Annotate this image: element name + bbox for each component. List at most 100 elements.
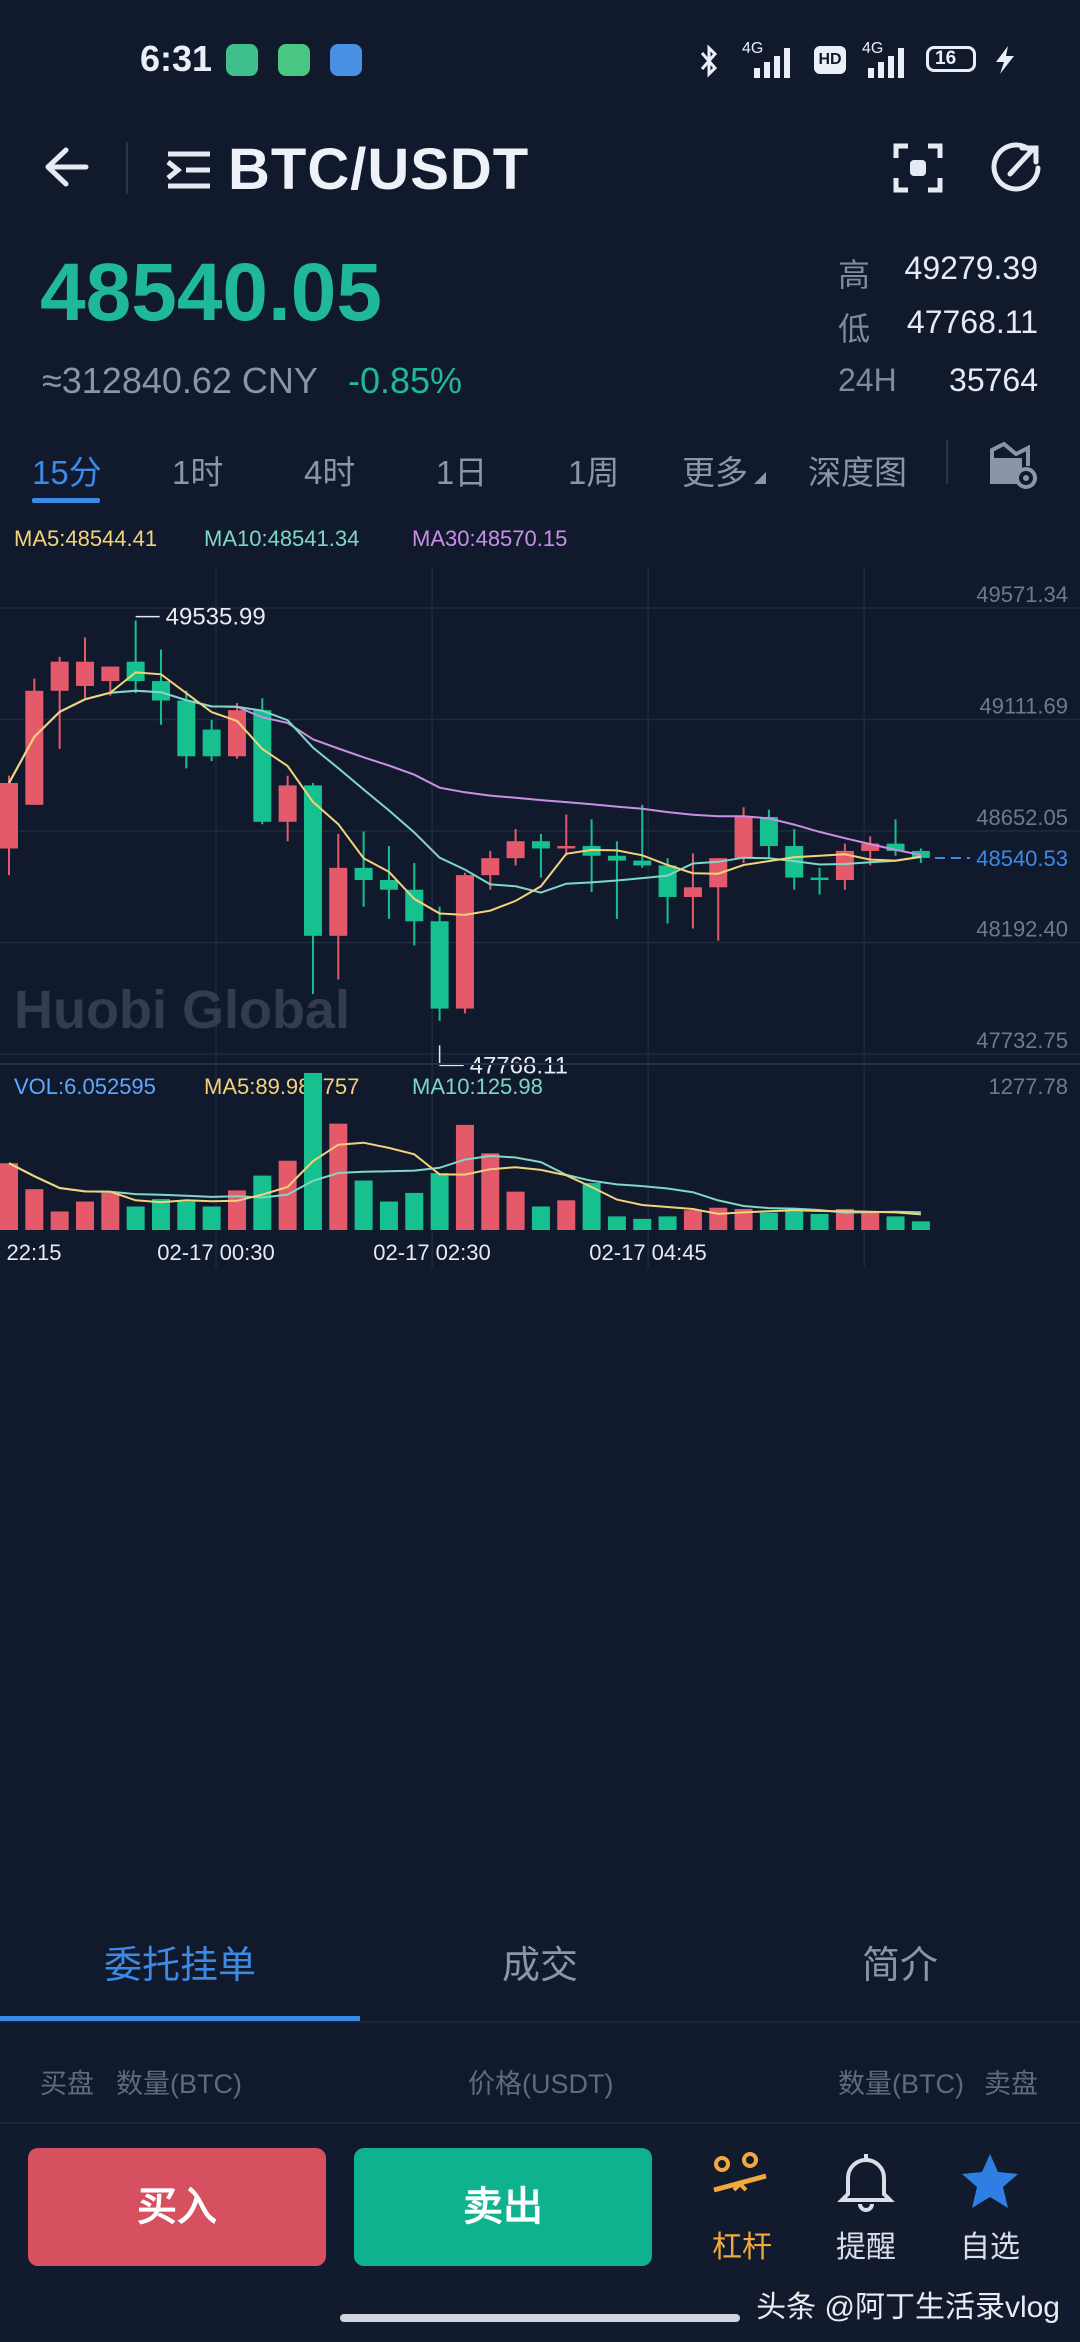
y-tick-label: 49571.34 — [976, 582, 1068, 607]
kline-chart[interactable]: 49571.34 49111.69 48652.05 48192.40 47732.75… — [0, 508, 1080, 1878]
volume-24h-value: 35764 — [949, 362, 1038, 398]
info-tabs — [0, 1900, 1080, 2022]
message-notification-icon — [278, 44, 310, 76]
candle-body — [227, 710, 246, 757]
share-icon[interactable] — [988, 140, 1044, 196]
x-tick-label: 02-17 00:30 — [157, 1240, 274, 1265]
tab-depth[interactable]: 深度图 — [808, 454, 907, 491]
volume-bar — [633, 1218, 652, 1230]
pair-menu-icon[interactable] — [166, 150, 212, 190]
y-tick-label: 49111.69 — [980, 694, 1069, 719]
battery-level: 16 — [935, 48, 957, 69]
volume-bar — [202, 1206, 221, 1230]
candle-body — [75, 661, 94, 686]
back-arrow-icon[interactable] — [38, 140, 92, 194]
ma10-legend: MA10:48541.34 — [204, 526, 359, 551]
alert-label[interactable]: 提醒 — [836, 2231, 896, 2264]
candle-body — [658, 865, 677, 897]
candle-body — [633, 860, 652, 866]
candle-body — [607, 855, 626, 861]
status-time: 6:31 — [140, 38, 213, 79]
candle-body — [405, 889, 424, 922]
high-value: 49279.39 — [904, 250, 1038, 286]
tab-active-underline — [32, 498, 100, 503]
net2-label: 4G — [862, 40, 884, 57]
tab-orders[interactable]: 委托挂单 — [103, 1945, 256, 1987]
leverage-icon[interactable] — [708, 2150, 772, 2214]
tab-trades[interactable]: 成交 — [501, 1945, 578, 1987]
leverage-label[interactable]: 杠杆 — [712, 2231, 772, 2264]
low-label: 低 — [838, 311, 871, 347]
volume-bar — [455, 1124, 474, 1230]
candle-body — [506, 841, 525, 859]
chart-settings-icon[interactable] — [988, 440, 1038, 490]
current-price-label: 48540.53 — [976, 846, 1068, 871]
ma5-line — [8, 671, 922, 916]
info-tab-underline — [0, 2016, 360, 2021]
x-tick-label: 02-17 04:45 — [589, 1240, 706, 1265]
tab-1d[interactable]: 1日 — [436, 454, 488, 491]
wechat-notification-icon — [226, 44, 258, 76]
tab-1w[interactable]: 1周 — [568, 454, 620, 491]
battery-icon: 16 — [926, 46, 976, 72]
candle-body — [759, 816, 778, 847]
favorite-label[interactable]: 自选 — [960, 2231, 1020, 2264]
bell-icon[interactable] — [834, 2150, 898, 2214]
ob-sell-side: 卖盘 — [984, 2069, 1038, 2099]
volume-bar — [354, 1180, 373, 1230]
tabs-divider — [946, 440, 948, 484]
volume-bar — [607, 1216, 626, 1230]
volume-bar — [253, 1175, 272, 1230]
candle-body — [430, 921, 449, 1009]
volume-bar — [506, 1191, 525, 1230]
info-tabs-divider — [0, 2021, 1080, 2023]
volume-bar — [658, 1216, 677, 1230]
candle-body — [202, 729, 221, 757]
candle-body — [683, 887, 702, 897]
candle-body — [481, 858, 500, 876]
volume-bar — [126, 1206, 145, 1230]
volume-bar — [151, 1199, 170, 1230]
candle-body — [531, 841, 550, 849]
volume-bar — [734, 1208, 753, 1230]
volume-bar — [785, 1211, 804, 1230]
volume-bar — [0, 1163, 18, 1230]
tab-more[interactable]: 更多 — [682, 446, 766, 494]
buy-button[interactable]: 买入 — [28, 2148, 326, 2266]
candle-body — [329, 867, 348, 936]
tab-15m[interactable]: 15分 — [32, 454, 102, 491]
tab-intro[interactable]: 简介 — [861, 1945, 938, 1987]
kline-svg[interactable]: 49571.34 49111.69 48652.05 48192.40 47732.75… — [0, 508, 1080, 1878]
y-tick-label: 47732.75 — [976, 1028, 1068, 1053]
candle-body — [861, 843, 880, 851]
candle-body — [151, 681, 170, 701]
cny-price: ≈312840.62 CNY — [42, 360, 318, 401]
volume-bar — [709, 1207, 728, 1230]
charging-icon — [996, 46, 1014, 74]
sell-button[interactable]: 卖出 — [354, 2148, 652, 2266]
volume-bar — [810, 1213, 829, 1230]
candle-body — [557, 846, 576, 849]
last-price: 48540.05 — [40, 247, 383, 338]
more-dropdown-icon — [754, 472, 766, 484]
candle-body — [886, 843, 905, 851]
y-tick-label: 48652.05 — [976, 805, 1068, 830]
pair-title[interactable]: BTC/USDT — [228, 137, 530, 202]
tab-1h[interactable]: 1时 — [172, 454, 224, 491]
tab-4h[interactable]: 4时 — [304, 454, 356, 491]
volume-bar — [861, 1211, 880, 1230]
video-notification-icon — [330, 44, 362, 76]
candle-body — [0, 782, 18, 849]
volume-bar — [759, 1212, 778, 1230]
candle-body — [354, 867, 373, 881]
fullscreen-scan-icon[interactable] — [892, 142, 944, 194]
volume-bar — [329, 1123, 348, 1230]
signal-icon — [754, 48, 790, 78]
volume-bar — [101, 1192, 120, 1230]
candle-body — [734, 816, 753, 859]
ma10-line — [8, 689, 922, 894]
home-indicator[interactable] — [340, 2314, 740, 2322]
candle-body — [50, 661, 69, 691]
volume-bar — [50, 1211, 69, 1230]
star-icon[interactable] — [958, 2150, 1022, 2214]
